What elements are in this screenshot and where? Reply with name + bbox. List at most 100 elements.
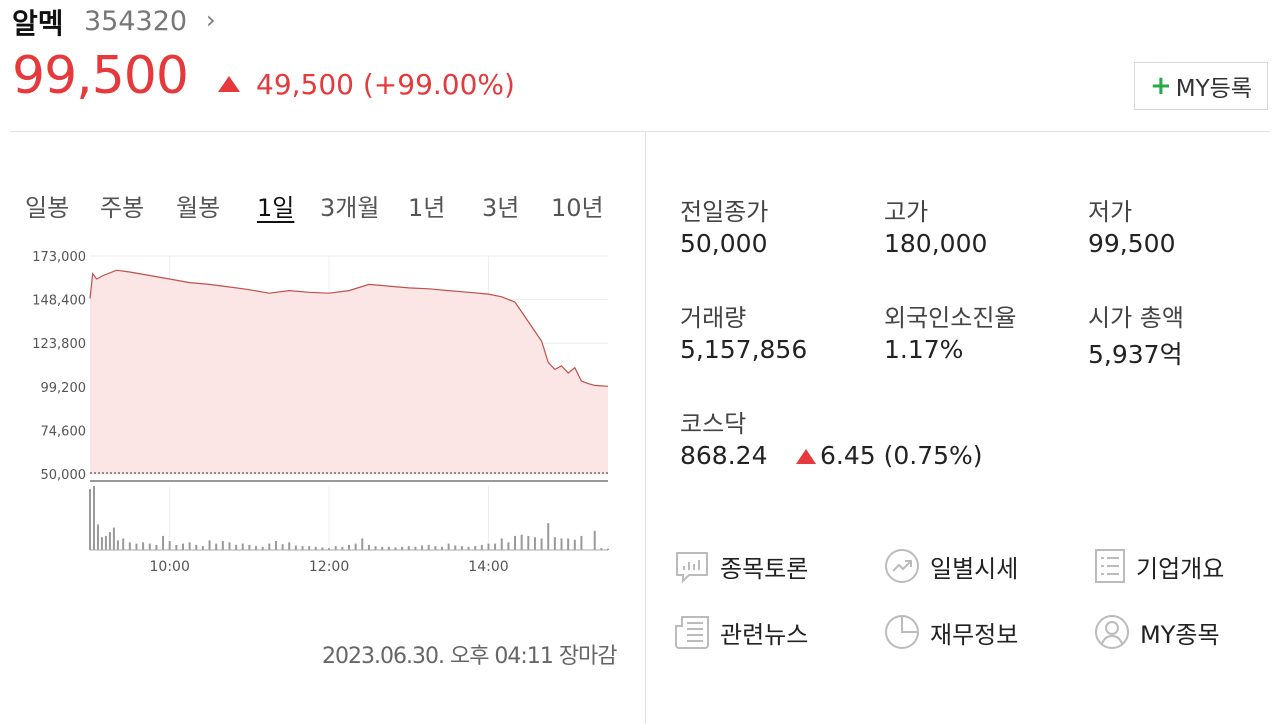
- volume-bar: [215, 543, 218, 550]
- my-register-label: MY등록: [1175, 76, 1252, 102]
- newspaper-icon: [675, 616, 709, 649]
- volume-bar: [394, 547, 397, 550]
- volume-bar: [135, 543, 138, 550]
- trend-up-icon: [885, 549, 919, 583]
- high-value: 180,000: [884, 229, 988, 258]
- volume-bar: [261, 546, 264, 550]
- volume-bar: [580, 535, 583, 550]
- volume-bar: [600, 548, 603, 550]
- volume-bar: [607, 548, 609, 550]
- volume-bar: [447, 543, 450, 550]
- volume-bar: [553, 537, 556, 550]
- my-register-button[interactable]: + MY등록: [1134, 62, 1268, 110]
- price-line: [89, 269, 609, 387]
- volume-bar: [348, 544, 350, 550]
- tab-10-years[interactable]: 10년: [551, 194, 604, 222]
- news-label: 관련뉴스: [720, 620, 809, 649]
- volume-bar: [96, 524, 99, 550]
- list-document-icon: [1095, 549, 1125, 583]
- volume-bar: [208, 540, 211, 550]
- tab-3-years[interactable]: 3년: [482, 194, 520, 222]
- current-price: 99,500: [12, 46, 189, 106]
- volume-bar: [142, 542, 145, 550]
- volume-bar: [414, 546, 417, 550]
- volume-bar: [108, 532, 111, 550]
- intraday-chart: 173,000 148,400 123,800 99,200 74,600 50,000 1…: [32, 250, 609, 575]
- volume-bar: [334, 546, 337, 550]
- low-label: 저가: [1088, 198, 1133, 226]
- panel-divider: [645, 132, 646, 724]
- volume-bar: [533, 537, 536, 550]
- volume-bar: [328, 548, 331, 550]
- volume-bar: [100, 537, 103, 550]
- volume-bar: [507, 542, 510, 550]
- volume-bar: [487, 543, 490, 550]
- financials-label: 재무정보: [930, 620, 1019, 649]
- prev-close-value: 50,000: [680, 229, 768, 258]
- chevron-right-icon[interactable]: ›: [206, 6, 216, 34]
- volume-bar: [474, 546, 477, 550]
- my-stocks-link[interactable]: MY종목: [1094, 614, 1220, 650]
- volume-bar: [248, 544, 251, 550]
- financials-link[interactable]: 재무정보: [884, 614, 1018, 650]
- tab-1-day[interactable]: 1일: [257, 194, 295, 222]
- y-tick-label: 123,800: [32, 337, 86, 352]
- volume-bar: [341, 546, 344, 550]
- volume-bar: [168, 541, 171, 550]
- tab-1-year[interactable]: 1년: [408, 194, 446, 222]
- volume-bar: [560, 538, 563, 550]
- tab-daily-candle[interactable]: 일봉: [25, 194, 70, 222]
- volume-value: 5,157,856: [680, 335, 808, 364]
- stock-code[interactable]: 354320: [84, 6, 188, 37]
- y-tick-label: 50,000: [41, 468, 87, 483]
- up-triangle-icon: [796, 449, 816, 464]
- index-change: 6.45 (0.75%): [820, 441, 983, 470]
- volume-bar: [162, 535, 165, 550]
- volume-bar: [301, 546, 304, 550]
- volume-bar: [520, 534, 523, 550]
- y-tick-label: 173,000: [32, 250, 86, 265]
- news-link[interactable]: 관련뉴스: [674, 614, 808, 650]
- volume-label: 거래량: [680, 304, 747, 332]
- volume-bar: [440, 546, 443, 550]
- volume-bar: [494, 543, 497, 550]
- volume-bar: [122, 538, 125, 550]
- tab-3-months[interactable]: 3개월: [320, 194, 380, 222]
- volume-bar: [454, 545, 457, 550]
- daily-price-label: 일별시세: [930, 554, 1019, 583]
- volume-bar: [593, 530, 596, 550]
- price-change: 49,500 (+99.00%): [256, 68, 515, 101]
- volume-bar: [175, 544, 178, 550]
- volume-bar: [112, 527, 115, 550]
- volume-bar: [255, 546, 258, 550]
- header-divider: [10, 131, 1270, 132]
- volume-bar: [201, 546, 204, 550]
- volume-bar: [148, 543, 151, 550]
- volume-bar: [221, 541, 224, 550]
- discussion-link[interactable]: 종목토론: [674, 548, 808, 584]
- volume-bar: [401, 546, 404, 550]
- volume-bar: [573, 539, 576, 550]
- volume-bar: [434, 546, 437, 550]
- tab-monthly-candle[interactable]: 월봉: [176, 194, 221, 222]
- up-triangle-icon: [218, 76, 240, 92]
- y-tick-label: 148,400: [32, 294, 86, 309]
- volume-bar: [274, 541, 277, 550]
- volume-bar: [387, 546, 390, 550]
- volume-bar: [228, 542, 231, 550]
- x-tick-label: 10:00: [150, 559, 190, 575]
- volume-bar: [421, 545, 424, 550]
- volume-bar: [288, 542, 291, 550]
- volume-bar: [407, 546, 410, 550]
- low-value: 99,500: [1088, 229, 1176, 258]
- foreign-ratio-value: 1.17%: [884, 335, 964, 364]
- company-info-link[interactable]: 기업개요: [1094, 548, 1224, 584]
- x-tick-label: 14:00: [468, 559, 508, 575]
- volume-bar: [314, 546, 317, 550]
- volume-bar: [188, 542, 191, 550]
- volume-bar: [155, 544, 158, 550]
- volume-bar: [104, 535, 107, 550]
- tab-weekly-candle[interactable]: 주봉: [100, 194, 145, 222]
- daily-price-link[interactable]: 일별시세: [884, 548, 1018, 584]
- company-info-label: 기업개요: [1136, 554, 1225, 583]
